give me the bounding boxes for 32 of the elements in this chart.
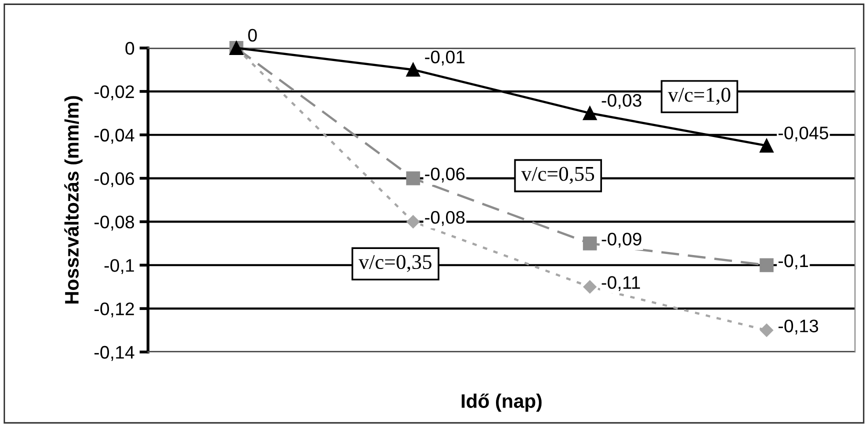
point (760, 324, 774, 337)
point (406, 171, 420, 186)
point (582, 106, 597, 120)
x-axis-title: Idő (nap) (462, 394, 542, 412)
series-label: v/c=0,35 (358, 254, 432, 272)
y-tick-label: -0,1 (104, 259, 134, 274)
point (582, 236, 597, 250)
data-label: -0,1 (778, 254, 808, 270)
series-label: v/c=1,0 (668, 88, 730, 105)
point (760, 138, 774, 153)
point (583, 280, 596, 294)
data-label: -0,09 (602, 232, 642, 248)
y-tick-label: -0,12 (94, 302, 134, 318)
y-tick-label: -0,14 (94, 346, 134, 361)
data-label: -0,06 (425, 168, 465, 182)
data-label: 0 (248, 28, 257, 42)
data-label: -0,045 (778, 126, 828, 142)
data-label: -0,01 (425, 50, 465, 66)
y-tick-label: 0 (125, 42, 134, 55)
data-label: -0,08 (425, 211, 465, 226)
y-tick-label: -0,02 (94, 85, 134, 100)
data-label: -0,03 (602, 94, 642, 109)
point (760, 258, 774, 272)
point (406, 215, 420, 228)
series-label: v/c=0,55 (521, 166, 594, 184)
y-axis-title: Hosszváltozás (mm/m) (64, 96, 83, 304)
data-label: -0,11 (602, 276, 640, 292)
data-label: -0,13 (778, 320, 818, 334)
y-tick-label: -0,08 (94, 216, 134, 231)
y-tick-label: -0,04 (94, 128, 134, 144)
point (406, 62, 420, 77)
y-tick-label: -0,06 (94, 172, 134, 188)
